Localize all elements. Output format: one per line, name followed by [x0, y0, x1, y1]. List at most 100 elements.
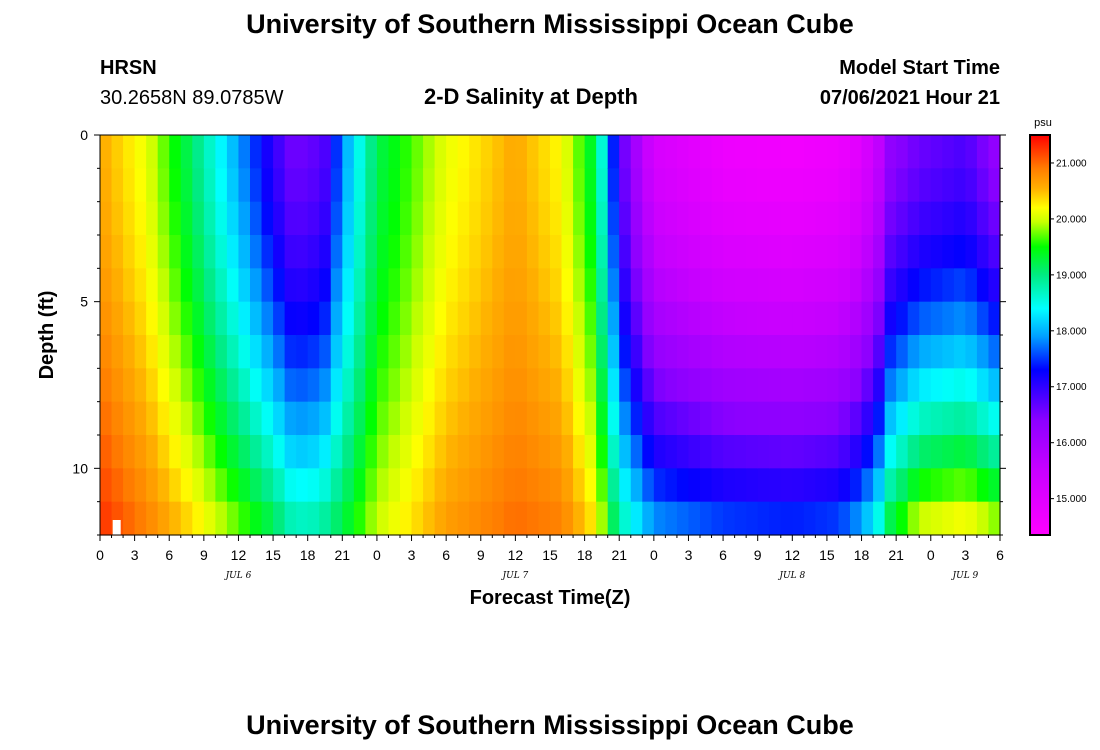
heatmap-cell [653, 435, 666, 469]
heatmap-cell [492, 201, 505, 236]
heatmap-cell [273, 435, 286, 469]
heatmap-cell [653, 368, 666, 403]
heatmap-cell [700, 401, 713, 436]
heatmap-cell [688, 301, 701, 336]
heatmap-cell [907, 335, 920, 369]
heatmap-cell [884, 501, 897, 536]
heatmap-cell [388, 401, 401, 436]
heatmap-cell [584, 235, 597, 269]
heatmap-cell [665, 201, 678, 236]
heatmap-cell [826, 168, 840, 203]
heatmap-cell [688, 268, 701, 303]
heatmap-cell [434, 435, 447, 469]
heatmap-cell [607, 201, 620, 236]
heatmap-cell [850, 501, 863, 536]
heatmap-cell [550, 201, 563, 236]
heatmap-cell [803, 435, 816, 469]
heatmap-cell [330, 335, 343, 369]
heatmap-cell [665, 268, 678, 303]
heatmap-cell [400, 268, 413, 303]
heatmap-cell [100, 268, 113, 303]
heatmap-cell [446, 235, 459, 269]
heatmap-cell [238, 401, 251, 436]
heatmap-cell [111, 268, 124, 303]
heatmap-cell [734, 201, 747, 236]
heatmap-cell [296, 268, 309, 303]
x-tick-label: 9 [200, 547, 208, 563]
heatmap-cell [353, 268, 366, 303]
heatmap-cell [342, 468, 355, 503]
heatmap-cell [746, 201, 759, 236]
heatmap-cell [423, 135, 436, 169]
heatmap-cell [123, 135, 136, 169]
heatmap-cell [388, 368, 401, 403]
heatmap-cell [792, 335, 805, 369]
heatmap-cell [457, 268, 470, 303]
heatmap-cell [469, 501, 482, 536]
heatmap-cell [457, 368, 470, 403]
x-tick-label: 3 [408, 547, 416, 563]
heatmap-cell [965, 335, 978, 369]
heatmap-cell [342, 401, 355, 436]
heatmap-cell [642, 135, 655, 169]
heatmap-cell [284, 368, 297, 403]
heatmap-cell [203, 135, 216, 169]
heatmap-cell [526, 268, 540, 303]
x-tick-label: 15 [819, 547, 835, 563]
heatmap-cell [330, 401, 343, 436]
heatmap-cell [619, 201, 632, 236]
heatmap-cell [792, 235, 805, 269]
heatmap-cell [550, 268, 563, 303]
heatmap-cell [400, 168, 413, 203]
heatmap-cell [469, 235, 482, 269]
x-tick-label: 15 [542, 547, 558, 563]
heatmap-cell [296, 168, 309, 203]
heatmap-cell [434, 335, 447, 369]
heatmap-cell [469, 401, 482, 436]
heatmap-cell [515, 401, 528, 436]
heatmap-cell [630, 435, 643, 469]
heatmap-cell [573, 368, 586, 403]
heatmap-cell [757, 401, 770, 436]
heatmap-cell [976, 301, 990, 336]
heatmap-cell [942, 135, 955, 169]
heatmap-cell [123, 401, 136, 436]
heatmap-cell [861, 368, 874, 403]
heatmap-cell [261, 435, 274, 469]
heatmap-cell [953, 435, 966, 469]
heatmap-cell [376, 235, 390, 269]
heatmap-cell [342, 301, 355, 336]
heatmap-cell [711, 335, 724, 369]
heatmap-cell [907, 401, 920, 436]
heatmap-cell [561, 235, 574, 269]
heatmap-cell [630, 168, 643, 203]
heatmap-cell [630, 235, 643, 269]
heatmap-cell [792, 401, 805, 436]
heatmap-cell [526, 301, 540, 336]
heatmap-cell [273, 201, 286, 236]
colorbar: 15.000 16.000 17.000 18.000 19.000 20.000 21.0… [1029, 134, 1087, 536]
heatmap-cell [503, 301, 516, 336]
heatmap-cell [653, 335, 666, 369]
heatmap-cell [180, 501, 193, 536]
heatmap-cell [700, 501, 713, 536]
heatmap-cell [769, 235, 782, 269]
heatmap-cell [480, 368, 493, 403]
heatmap-cell [238, 435, 251, 469]
heatmap-cell [307, 235, 320, 269]
heatmap-cell [180, 168, 193, 203]
heatmap-cell [815, 335, 828, 369]
heatmap-cell [861, 501, 874, 536]
heatmap-cell [573, 235, 586, 269]
heatmap-cell [723, 201, 736, 236]
heatmap-cell [434, 135, 447, 169]
heatmap-cell [976, 235, 990, 269]
heatmap-cell [642, 435, 655, 469]
heatmap-cell [446, 401, 459, 436]
heatmap-cell [503, 468, 516, 503]
heatmap-cell [700, 468, 713, 503]
heatmap-cell [930, 501, 943, 536]
heatmap-cell [723, 401, 736, 436]
heatmap-cell [573, 401, 586, 436]
heatmap-cell [861, 235, 874, 269]
